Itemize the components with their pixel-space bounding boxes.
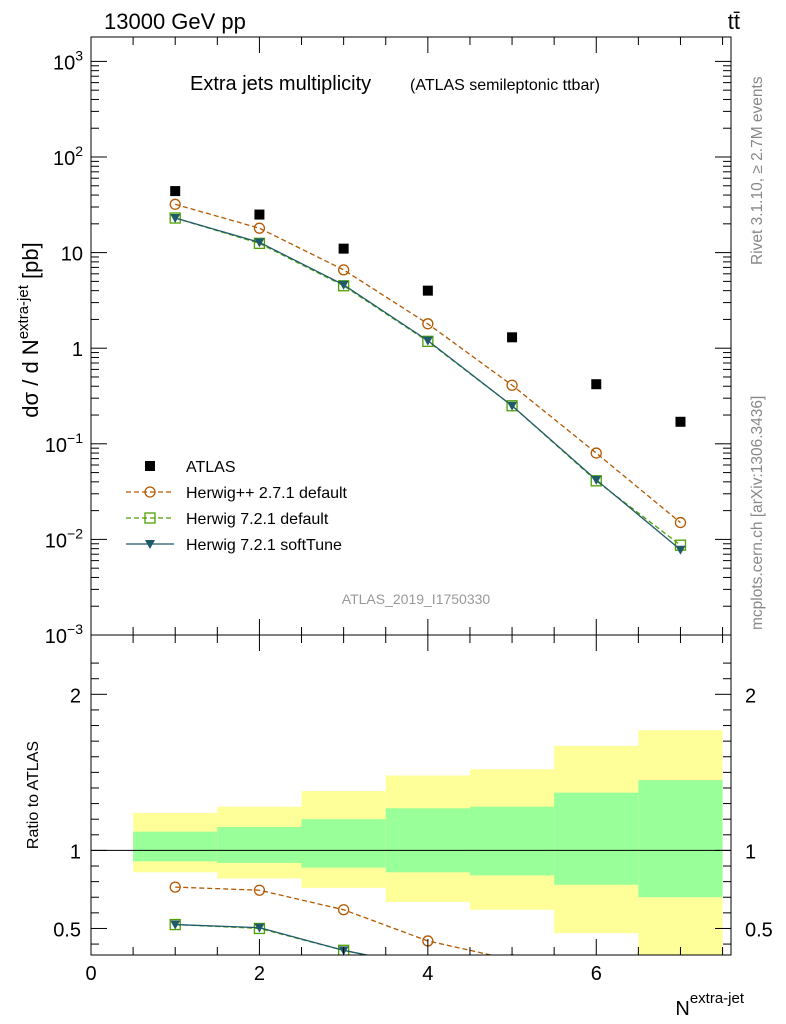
legend-marker-1: [144, 486, 156, 498]
series-0-point-6: [675, 416, 686, 427]
legend-item-2: Herwig 7.2.1 default: [126, 511, 329, 528]
ratio-series-2-point-0: [170, 920, 181, 930]
y-tick-label-3: 1: [72, 339, 83, 361]
chart-subtitle: (ATLAS semileptonic ttbar): [410, 77, 600, 94]
legend-item-3: Herwig 7.2.1 softTune: [126, 537, 342, 554]
stat-unc-band-6: [638, 780, 723, 898]
series-1-point-4: [506, 379, 518, 391]
legend-marker-0: [145, 461, 155, 471]
ratio-series-1-point-2: [337, 944, 350, 955]
series-2-point-3: [422, 335, 434, 347]
series-1-point-5: [590, 447, 602, 459]
ratio-series-0-point-4: [508, 954, 516, 955]
stat-unc-band-1: [217, 827, 302, 863]
legend-marker-2: [144, 512, 156, 524]
series-0-point-1: [254, 209, 265, 220]
x-tick-label-0: 0: [85, 963, 96, 985]
ratio-series-0-point-2: [337, 904, 350, 916]
series-3-point-5: [591, 475, 602, 485]
y-tick-label-0: 103: [53, 47, 83, 74]
y-tick-label-4: 10−1: [45, 430, 83, 457]
series-3-point-0: [170, 214, 181, 224]
ratio-frame: [90, 634, 732, 956]
ratio-y-tick-label-1: 1: [70, 841, 81, 863]
legend-label-1: Herwig++ 2.7.1 default: [186, 485, 348, 502]
x-tick-label-1: 2: [254, 963, 265, 985]
legend-item-1: Herwig++ 2.7.1 default: [126, 485, 348, 502]
series-1-point-1: [253, 222, 266, 234]
stat-unc-band-3: [385, 808, 470, 873]
ratio-panel: 0.5 0.5 1 1 2 2 0 2 4 6 Ratio to ATLAS Nextra-jet: [25, 634, 773, 1020]
ratio-series-0-point-0: [169, 881, 181, 893]
ratio-series-2-point-4: [507, 971, 517, 980]
series-0-point-5: [591, 379, 602, 390]
ratio-series-2-point-1: [254, 923, 265, 933]
ratio-series-0-point-1: [253, 884, 266, 896]
series-0-point-0: [170, 186, 181, 197]
series-0-point-3: [422, 285, 433, 296]
ratio-y-tick-label-0: 0.5: [53, 919, 81, 941]
y-axis-title: dσ / d Nextra-jet [pb]: [15, 242, 43, 417]
y-axis-label: dσ / d Nextra-jet [pb]: [15, 242, 43, 417]
y-tick-label-5: 10−2: [45, 525, 83, 552]
series-1-point-0: [169, 198, 181, 210]
x-tick-label-2: 4: [422, 963, 433, 985]
ratio-plot-area: [91, 730, 731, 980]
ratio-y-tick-label-right-1: 1: [745, 841, 756, 863]
ratio-y-tick-label-2: 2: [70, 685, 81, 707]
series-2-point-1: [253, 237, 266, 249]
ratio-y-label: Ratio to ATLAS: [25, 741, 42, 849]
main-plot-area: [169, 186, 687, 555]
series-3-point-6: [675, 545, 686, 555]
ratio-y-tick-label-right-0: 0.5: [745, 919, 773, 941]
x-axis-label: Nextra-jet: [675, 990, 744, 1020]
energy-label: 13000 GeV pp: [104, 9, 246, 34]
series-1-point-6: [674, 516, 687, 529]
chart-title: Extra jets multiplicity: [190, 73, 371, 95]
series-0-point-2: [338, 243, 349, 254]
legend-label-2: Herwig 7.2.1 default: [186, 511, 329, 528]
legend-marker-3: [145, 540, 155, 549]
series-3-point-1: [254, 238, 265, 248]
y-tick-label-1: 102: [53, 143, 83, 170]
stat-unc-band-5: [554, 792, 639, 885]
analysis-label: ATLAS_2019_I1750330: [342, 591, 491, 607]
y-tick-label-6: 10−3: [45, 621, 83, 648]
process-label: tt̄: [728, 9, 740, 34]
y-tick-label-2: 10: [61, 244, 83, 266]
stat-unc-band-0: [133, 831, 218, 862]
ratio-line-0: [175, 886, 494, 955]
legend-label-0: ATLAS: [186, 459, 236, 476]
ratio-axes: 0.5 0.5 1 1 2 2 0 2 4 6: [53, 635, 773, 985]
legend-label-3: Herwig 7.2.1 softTune: [186, 537, 342, 554]
series-line-1: [175, 203, 681, 524]
legend: ATLAS Herwig++ 2.7.1 default Herwig 7.2.1 …: [126, 459, 348, 554]
series-1-point-2: [337, 264, 350, 276]
series-3-point-2: [338, 280, 349, 290]
rivet-label: Rivet 3.1.10, ≥ 2.7M events: [749, 76, 766, 265]
ratio-y-tick-label-right-2: 2: [745, 685, 756, 707]
stat-unc-band-2: [301, 819, 386, 868]
series-0-point-4: [507, 332, 518, 343]
stat-unc-band-4: [469, 806, 555, 876]
series-3-point-3: [422, 336, 433, 346]
series-2-point-2: [337, 280, 350, 292]
ratio-series-1-point-4: [507, 970, 517, 980]
legend-item-0: ATLAS: [145, 459, 236, 476]
series-1-point-3: [422, 318, 434, 330]
mcplots-label: mcplots.cern.ch [arXiv:1306.3436]: [749, 396, 766, 630]
series-3-point-4: [507, 401, 518, 411]
x-tick-label-3: 6: [591, 963, 602, 985]
